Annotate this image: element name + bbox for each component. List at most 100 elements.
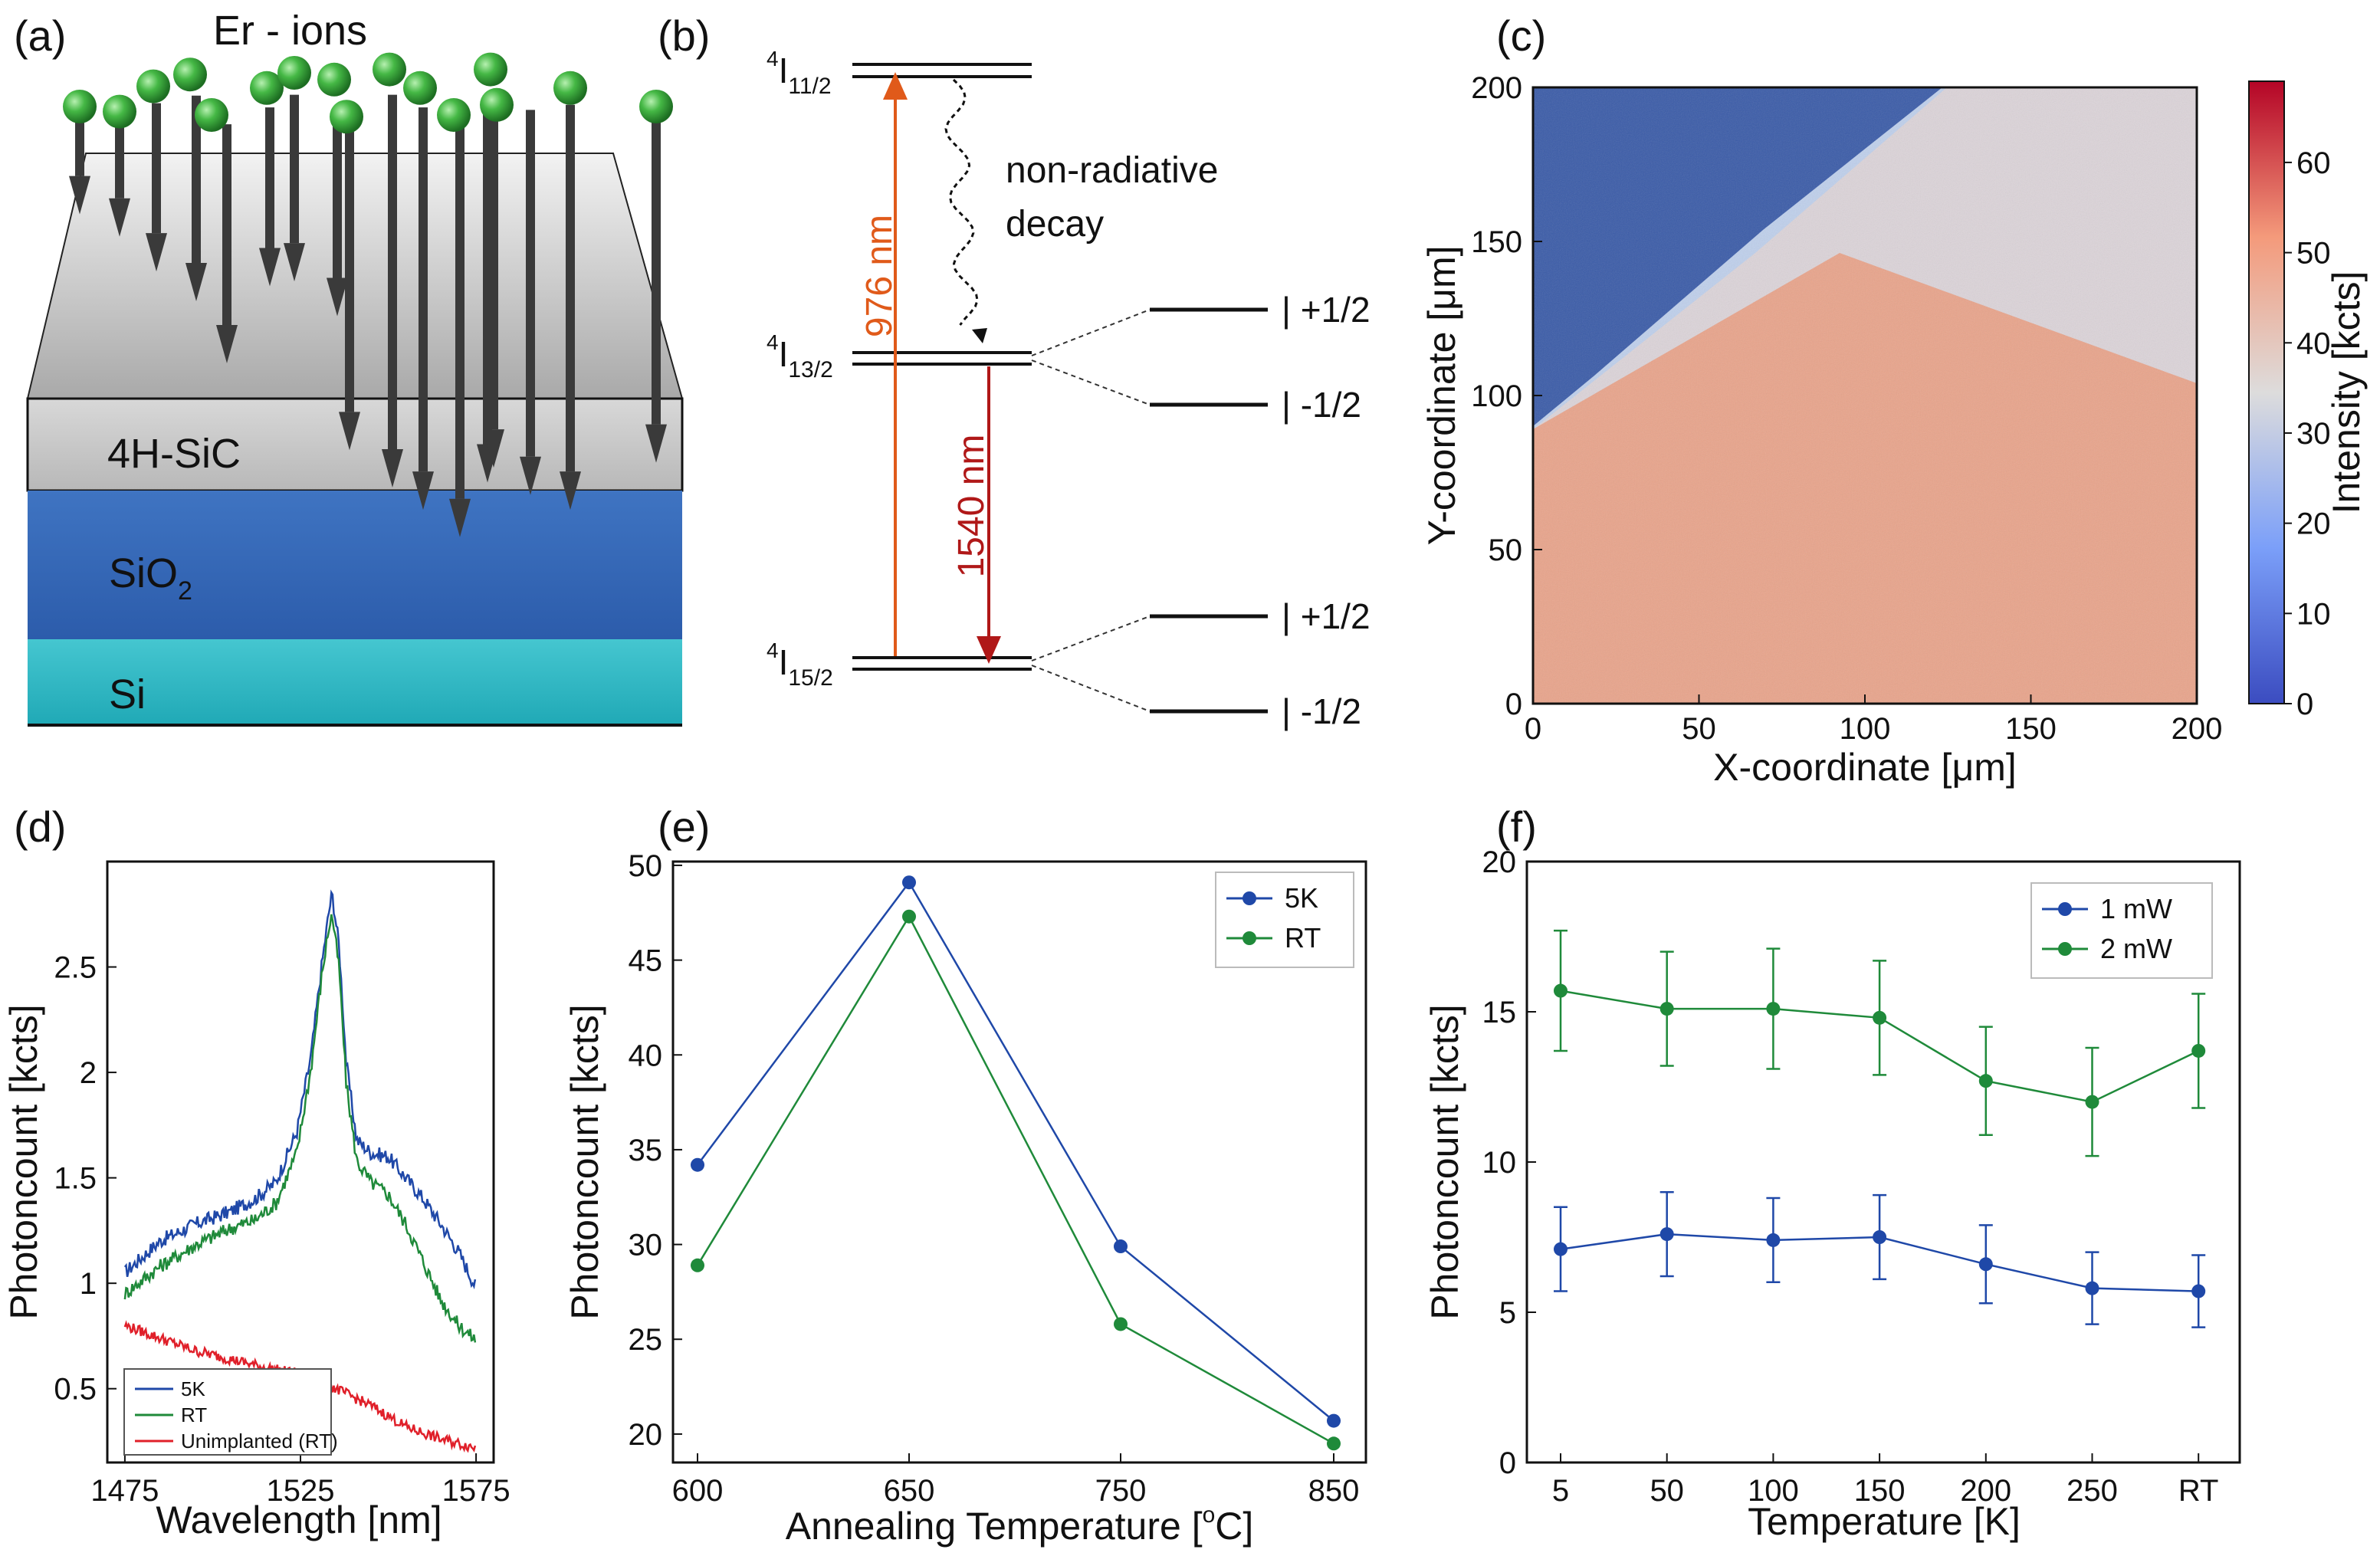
implant-arrow-head	[412, 471, 434, 510]
data-point	[691, 1157, 704, 1172]
sublevel-15-minus: | -1/2	[1282, 691, 1361, 731]
c-ytick-label: 50	[1489, 533, 1523, 567]
series-line-rt	[123, 914, 477, 1343]
panel-d-label: (d)	[14, 803, 66, 851]
si-layer	[28, 639, 682, 725]
series-line-rt	[696, 914, 1334, 1445]
ytick-label: 5	[1499, 1296, 1516, 1330]
level-4i11-label: 4I11/2	[767, 47, 832, 99]
data-point	[691, 1258, 704, 1272]
xtick-label: RT	[2178, 1474, 2219, 1508]
ytick-label: 1.5	[54, 1162, 97, 1196]
sio2-layer	[28, 491, 682, 639]
data-point	[2191, 1284, 2206, 1298]
er-ion	[173, 57, 207, 92]
panel-d-xlabel: Wavelength [nm]	[156, 1499, 442, 1541]
c-ytick-label: 200	[1471, 71, 1522, 105]
xtick-label: 600	[672, 1474, 724, 1508]
panel-e: (e) 600 650 750 850 20 25 30 35 40 45 50 Annealing…	[563, 803, 1367, 1548]
ytick-label: 40	[629, 1039, 663, 1072]
c-xtick-label: 0	[1525, 712, 1541, 746]
data-point	[2085, 1281, 2099, 1295]
sio2-label: SiO2	[109, 550, 192, 606]
xtick-label: 50	[1650, 1474, 1684, 1508]
panel-d-ylabel: Photoncount [kcts]	[2, 1004, 45, 1319]
implant-arrow-head	[146, 233, 167, 272]
legend-marker	[1243, 891, 1256, 905]
er-ion	[553, 71, 587, 105]
xtick-label: 750	[1095, 1474, 1147, 1508]
panel-f: (f) 5 50 100 150 200 250 RT 0 5 10 15 20 Temperatur…	[1423, 803, 2241, 1543]
xtick-label: 100	[1748, 1474, 1799, 1508]
panel-a: (a) Er - ions 4H-SiC SiO2 Si	[14, 8, 684, 727]
er-ion	[403, 71, 437, 105]
xtick-label: 150	[1854, 1474, 1906, 1508]
er-ion	[103, 94, 136, 129]
implant-arrow-head	[69, 176, 90, 215]
er-ion	[373, 52, 406, 87]
data-point	[1873, 1010, 1887, 1025]
data-point	[1659, 1227, 1674, 1242]
er-ion	[195, 98, 228, 132]
panel-e-ylabel: Photoncount [kcts]	[563, 1004, 606, 1319]
ytick-label: 0	[1499, 1446, 1516, 1480]
xtick-label: 1575	[442, 1474, 510, 1508]
non-radiative-decay-arrow	[944, 78, 979, 326]
c-xtick-label: 50	[1682, 712, 1716, 746]
data-point	[1659, 1002, 1674, 1016]
colorbar	[2248, 80, 2285, 704]
c-xtick-label: 100	[1840, 712, 1891, 746]
implant-arrow-head	[449, 498, 471, 537]
decay-label-line2: decay	[1006, 204, 1104, 245]
data-point	[1554, 983, 1568, 998]
cbar-tick-label: 30	[2296, 417, 2331, 451]
level-4i13-label: 4I13/2	[767, 330, 833, 382]
data-point	[2085, 1095, 2099, 1109]
er-ion	[136, 69, 170, 103]
xtick-label: 650	[884, 1474, 935, 1508]
er-ion	[639, 90, 673, 123]
panel-f-label: (f)	[1496, 803, 1537, 851]
legend-marker	[2058, 942, 2072, 956]
panel-c-xlabel: X-coordinate [μm]	[1713, 746, 2017, 789]
c-ytick-label: 100	[1471, 379, 1522, 413]
data-point	[1114, 1317, 1128, 1331]
implant-arrow-head	[284, 243, 305, 282]
er-ion	[330, 100, 363, 134]
er-ion	[474, 52, 507, 87]
decay-label-line1: non-radiative	[1006, 150, 1219, 191]
data-point	[1766, 1002, 1781, 1016]
er-ions	[63, 52, 673, 537]
series-line-5k	[696, 880, 1334, 1422]
series-line-5k	[123, 889, 477, 1290]
xtick-label: 5	[1552, 1474, 1569, 1508]
ytick-label: 35	[629, 1134, 663, 1167]
implant-arrow-head	[327, 277, 348, 317]
data-point	[1873, 1230, 1887, 1244]
ytick-label: 25	[629, 1323, 663, 1357]
ytick-label: 20	[629, 1418, 663, 1452]
er-ion	[277, 56, 311, 90]
xtick-label: 250	[2066, 1474, 2118, 1508]
emission-label: 1540 nm	[951, 435, 992, 578]
data-point	[2191, 1043, 2206, 1058]
data-point	[902, 875, 916, 890]
legend-marker	[2058, 902, 2072, 916]
implant-arrow-head	[520, 456, 541, 495]
er-ion	[250, 71, 284, 105]
ytick-label: 2	[80, 1056, 97, 1090]
panel-c-label: (c)	[1496, 11, 1546, 60]
panel-b-label: (b)	[658, 11, 710, 60]
ytick-label: 0.5	[54, 1373, 97, 1407]
xtick-label: 1525	[267, 1474, 335, 1508]
data-point	[1978, 1074, 1993, 1088]
data-point	[1327, 1436, 1341, 1451]
implant-arrow-head	[216, 325, 238, 363]
er-ion	[480, 87, 514, 122]
ytick-label: 45	[629, 944, 663, 978]
panel-d: (d) 1475 1525 1575 0.5 1 1.5 2 2.5 Wavelength […	[2, 803, 510, 1541]
er-ion	[437, 98, 471, 132]
ytick-label: 1	[80, 1267, 97, 1301]
